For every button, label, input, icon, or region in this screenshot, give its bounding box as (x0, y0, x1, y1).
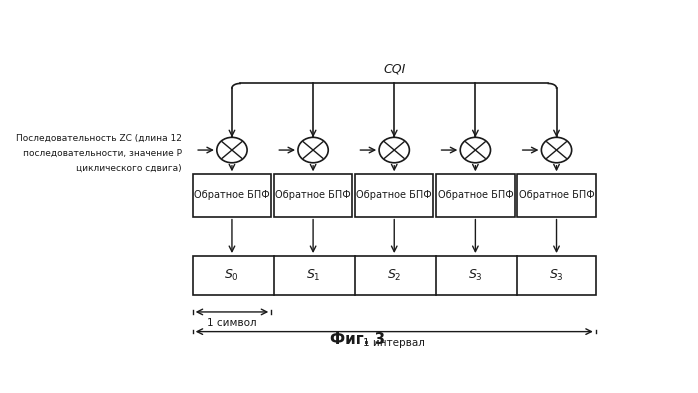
Text: Фиг. 3: Фиг. 3 (330, 332, 385, 347)
Text: Обратное БПФ: Обратное БПФ (357, 191, 432, 200)
Bar (193, 256, 596, 295)
Text: циклического сдвига): циклического сдвига) (76, 163, 182, 173)
Text: 1 символ: 1 символ (207, 318, 257, 328)
Bar (436, 174, 514, 217)
Text: CQI: CQI (383, 63, 406, 76)
Text: Последовательность ZC (длина 12: Последовательность ZC (длина 12 (16, 134, 182, 143)
Text: $S_1$: $S_1$ (306, 268, 320, 283)
Text: Обратное БПФ: Обратное БПФ (194, 191, 270, 200)
Text: $S_3$: $S_3$ (468, 268, 483, 283)
Text: Обратное БПФ: Обратное БПФ (519, 191, 595, 200)
Ellipse shape (217, 137, 247, 163)
Text: последовательности, значение P: последовательности, значение P (23, 149, 182, 158)
Text: $S_3$: $S_3$ (549, 268, 564, 283)
Text: $S_0$: $S_0$ (225, 268, 239, 283)
Text: Обратное БПФ: Обратное БПФ (438, 191, 513, 200)
Ellipse shape (460, 137, 491, 163)
Bar (193, 174, 271, 217)
Bar (517, 174, 596, 217)
Bar (274, 174, 352, 217)
Text: $S_2$: $S_2$ (387, 268, 401, 283)
Ellipse shape (379, 137, 410, 163)
Ellipse shape (542, 137, 572, 163)
Ellipse shape (298, 137, 328, 163)
Text: Обратное БПФ: Обратное БПФ (275, 191, 351, 200)
Bar (355, 174, 433, 217)
Text: 1 интервал: 1 интервал (363, 338, 425, 348)
